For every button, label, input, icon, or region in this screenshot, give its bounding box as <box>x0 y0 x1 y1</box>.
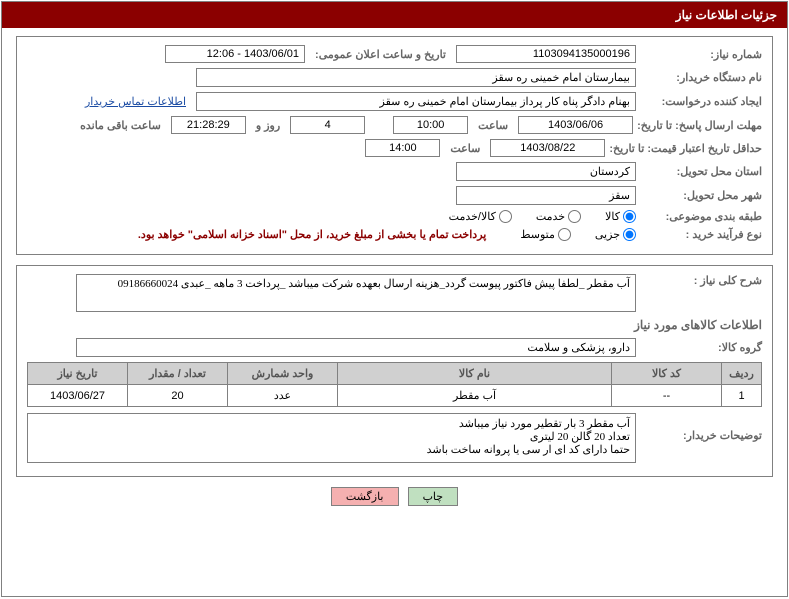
validity-date-field: 1403/08/22 <box>490 139 605 157</box>
category-radio-group: کالا خدمت کالا/خدمت <box>449 210 636 223</box>
cell-row: 1 <box>722 385 762 407</box>
deadline-label: مهلت ارسال پاسخ: تا تاریخ: <box>637 119 762 132</box>
main-form-section: شماره نیاز: 1103094135000196 تاریخ و ساع… <box>16 36 773 255</box>
details-section: شرح کلی نیاز : اطلاعات کالاهای مورد نیاز… <box>16 265 773 477</box>
page-header: جزئیات اطلاعات نیاز <box>2 2 787 28</box>
th-code: کد کالا <box>612 363 722 385</box>
announce-date-label: تاریخ و ساعت اعلان عمومی: <box>309 48 452 61</box>
need-number-label: شماره نیاز: <box>640 48 762 61</box>
table-row: 1 -- آب مقطر عدد 20 1403/06/27 <box>28 385 762 407</box>
radio-khedmat-label: خدمت <box>536 210 565 223</box>
process-label: نوع فرآیند خرید : <box>640 228 762 241</box>
category-label: طبقه بندی موضوعی: <box>640 210 762 223</box>
province-field: کردستان <box>456 162 636 181</box>
payment-note: پرداخت تمام یا بخشی از مبلغ خرید، از محل… <box>138 228 486 241</box>
days-remain-field: 4 <box>290 116 365 134</box>
city-field: سقز <box>456 186 636 205</box>
validity-label: حداقل تاریخ اعتبار قیمت: تا تاریخ: <box>609 142 762 155</box>
radio-both[interactable] <box>499 210 512 223</box>
cell-qty: 20 <box>128 385 228 407</box>
city-label: شهر محل تحویل: <box>640 189 762 202</box>
print-button[interactable]: چاپ <box>408 487 459 506</box>
th-unit: واحد شمارش <box>228 363 338 385</box>
radio-partial[interactable] <box>623 228 636 241</box>
back-button[interactable]: بازگشت <box>331 487 399 506</box>
radio-kala[interactable] <box>623 210 636 223</box>
saaat-label-1: ساعت <box>472 119 514 132</box>
button-row: چاپ بازگشت <box>16 487 773 506</box>
cell-code: -- <box>612 385 722 407</box>
cell-unit: عدد <box>228 385 338 407</box>
deadline-date-field: 1403/06/06 <box>518 116 633 134</box>
th-name: نام کالا <box>338 363 612 385</box>
radio-partial-label: جزیی <box>595 228 620 241</box>
cell-name: آب مقطر <box>338 385 612 407</box>
requester-label: ایجاد کننده درخواست: <box>640 95 762 108</box>
radio-medium-label: متوسط <box>520 228 555 241</box>
buyer-org-field: بیمارستان امام خمینی ره سقز <box>196 68 636 87</box>
desc-label: شرح کلی نیاز : <box>640 274 762 287</box>
rooz-va-label: روز و <box>250 119 286 132</box>
page-title: جزئیات اطلاعات نیاز <box>676 8 777 22</box>
province-label: استان محل تحویل: <box>640 165 762 178</box>
goods-table: ردیف کد کالا نام کالا واحد شمارش تعداد /… <box>27 362 762 407</box>
buyer-notes-textarea[interactable] <box>27 413 636 463</box>
buyer-org-label: نام دستگاه خریدار: <box>640 71 762 84</box>
saaat-label-2: ساعت <box>444 142 486 155</box>
deadline-time-field: 10:00 <box>393 116 468 134</box>
radio-medium[interactable] <box>558 228 571 241</box>
remain-label: ساعت باقی مانده <box>74 119 167 132</box>
announce-date-field: 1403/06/01 - 12:06 <box>165 45 305 63</box>
radio-kala-label: کالا <box>605 210 620 223</box>
th-row: ردیف <box>722 363 762 385</box>
goods-info-title: اطلاعات کالاهای مورد نیاز <box>27 318 762 332</box>
th-date: تاریخ نیاز <box>28 363 128 385</box>
requester-field: بهنام دادگر پناه کار پرداز بیمارستان اما… <box>196 92 636 111</box>
th-qty: تعداد / مقدار <box>128 363 228 385</box>
buyer-contact-link[interactable]: اطلاعات تماس خریدار <box>85 95 192 108</box>
cell-date: 1403/06/27 <box>28 385 128 407</box>
group-field: دارو، پزشکی و سلامت <box>76 338 636 357</box>
radio-both-label: کالا/خدمت <box>449 210 496 223</box>
validity-time-field: 14:00 <box>365 139 440 157</box>
group-label: گروه کالا: <box>640 341 762 354</box>
countdown-field: 21:28:29 <box>171 116 246 134</box>
desc-textarea[interactable] <box>76 274 636 312</box>
process-radio-group: جزیی متوسط <box>520 228 636 241</box>
radio-khedmat[interactable] <box>568 210 581 223</box>
buyer-notes-label: توضیحات خریدار: <box>640 413 762 442</box>
need-number-field: 1103094135000196 <box>456 45 636 63</box>
